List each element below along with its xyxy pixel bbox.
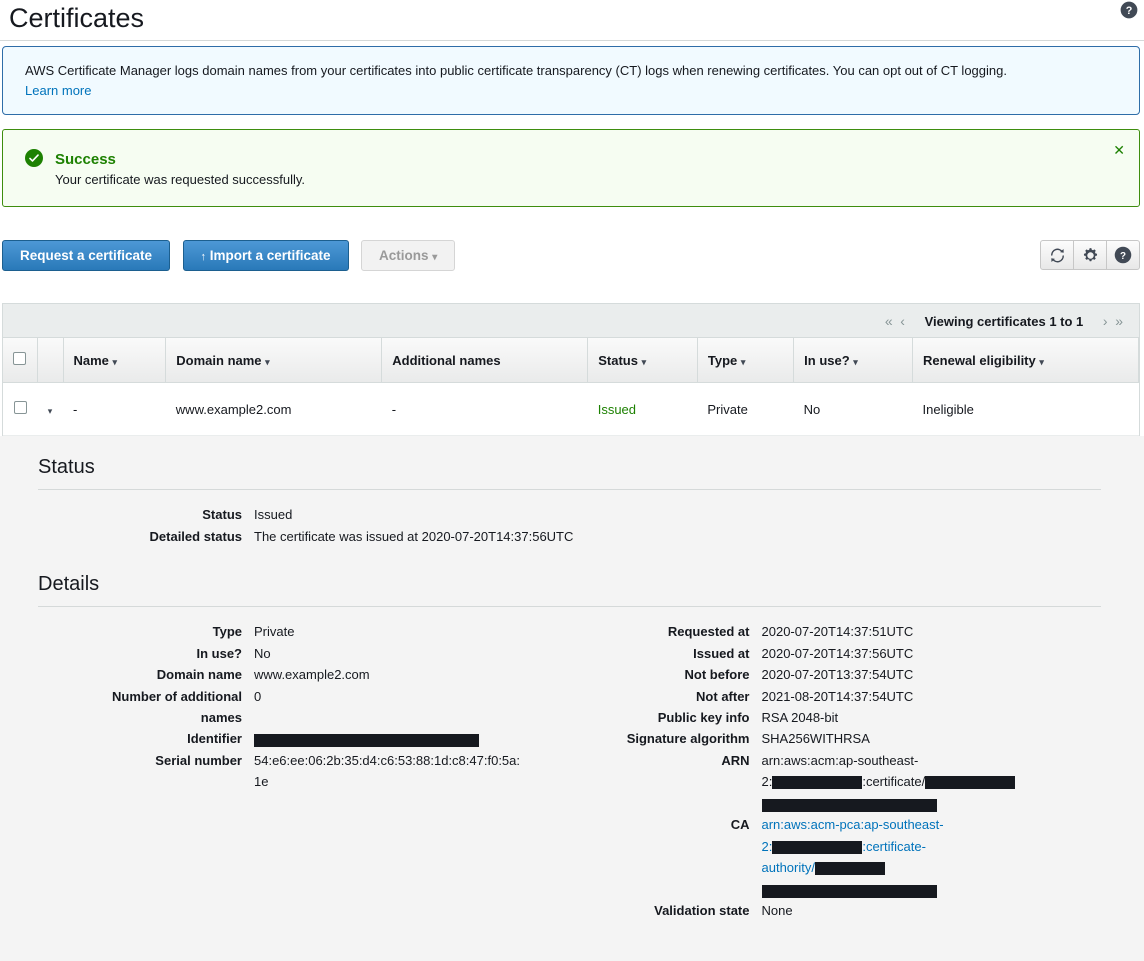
svg-text:?: ? xyxy=(1120,251,1126,262)
svg-text:?: ? xyxy=(1126,5,1133,17)
